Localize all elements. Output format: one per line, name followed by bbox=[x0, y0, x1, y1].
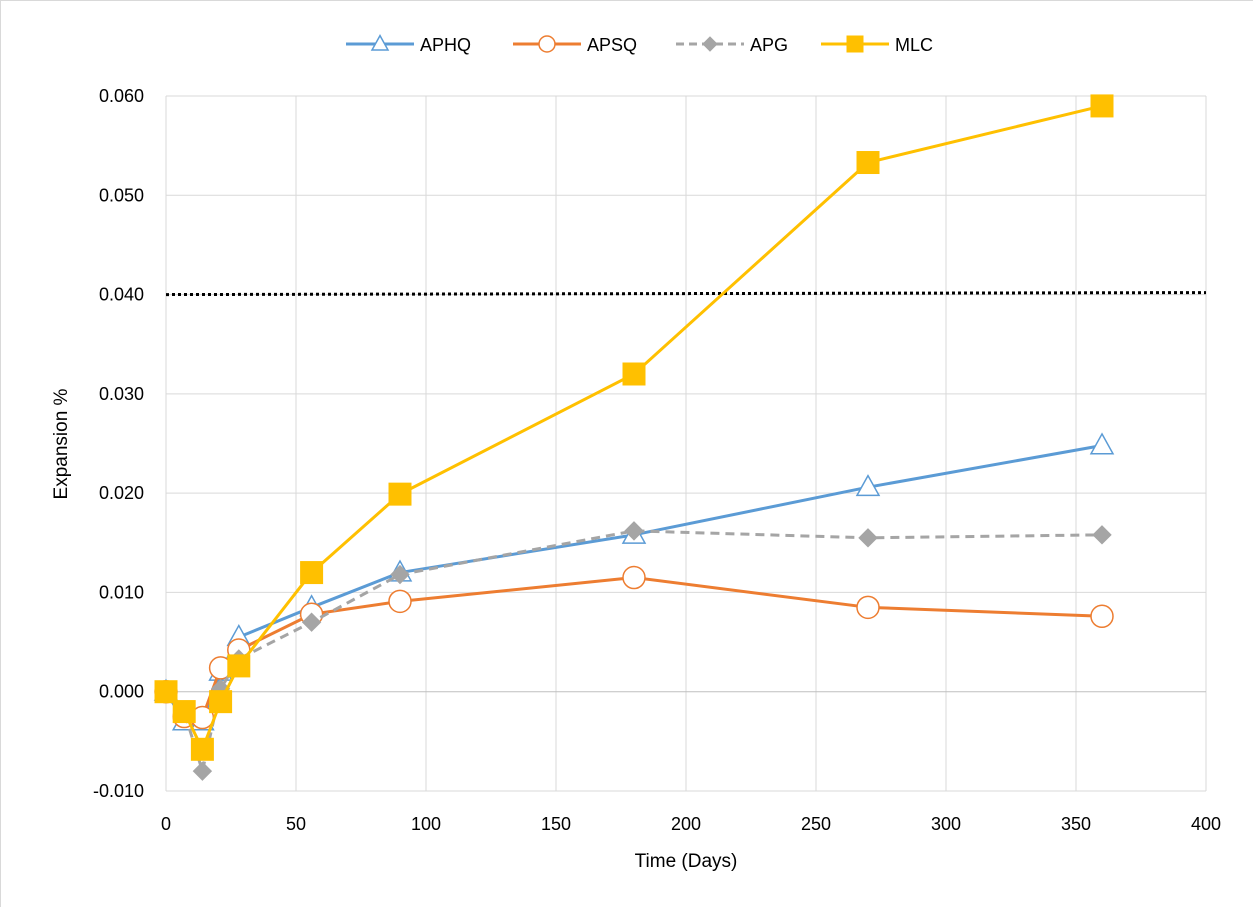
y-tick-label: 0.060 bbox=[99, 86, 144, 106]
legend-label: APHQ bbox=[420, 35, 471, 55]
data-point bbox=[858, 528, 878, 548]
reference-line-layer bbox=[165, 291, 1207, 297]
legend-marker-icon bbox=[538, 35, 556, 53]
data-point bbox=[622, 362, 646, 386]
y-tick-label: 0.020 bbox=[99, 483, 144, 503]
legend-item-apsq: APSQ bbox=[513, 35, 637, 55]
data-point bbox=[192, 761, 213, 781]
axes: 0 50 100 150 200 250 300 350 400 -0.010 0.000 0.010… bbox=[93, 86, 1221, 834]
y-tick-label: 0.000 bbox=[99, 682, 144, 702]
data-point bbox=[856, 595, 880, 620]
data-point bbox=[390, 564, 410, 585]
data-point bbox=[624, 521, 644, 541]
data-point bbox=[388, 482, 412, 506]
series-mlc bbox=[154, 94, 1114, 761]
y-tick-label: 0.030 bbox=[99, 384, 144, 404]
legend: APHQ APSQ APG MLC bbox=[346, 34, 933, 55]
y-tick-label: -0.010 bbox=[93, 781, 144, 801]
legend-item-aphq: APHQ bbox=[346, 34, 471, 55]
data-point bbox=[301, 612, 322, 632]
legend-item-mlc: MLC bbox=[821, 35, 933, 55]
data-point bbox=[1090, 604, 1114, 629]
legend-item-apg: APG bbox=[676, 35, 788, 55]
x-tick-label: 250 bbox=[801, 814, 831, 834]
data-point bbox=[209, 690, 233, 714]
legend-marker-icon bbox=[846, 35, 864, 53]
legend-label: APG bbox=[750, 35, 788, 55]
data-point bbox=[855, 474, 881, 497]
legend-marker-icon bbox=[370, 34, 390, 51]
series-layer bbox=[153, 94, 1115, 781]
data-point bbox=[227, 654, 251, 678]
y-tick-label: 0.040 bbox=[99, 285, 144, 305]
x-tick-label: 150 bbox=[541, 814, 571, 834]
reference-line bbox=[165, 291, 1207, 297]
data-point bbox=[1090, 94, 1114, 118]
x-tick-label: 350 bbox=[1061, 814, 1091, 834]
legend-label: APSQ bbox=[587, 35, 637, 55]
series-line-mlc bbox=[164, 104, 1103, 751]
x-axis-title: Time (Days) bbox=[635, 851, 738, 872]
x-tick-label: 0 bbox=[161, 814, 171, 834]
x-tick-label: 50 bbox=[286, 814, 306, 834]
data-point bbox=[856, 151, 880, 175]
data-point bbox=[1092, 525, 1112, 545]
series-line-apsq bbox=[164, 576, 1103, 720]
x-tick-label: 200 bbox=[671, 814, 701, 834]
data-point bbox=[190, 737, 214, 761]
x-tick-label: 100 bbox=[411, 814, 441, 834]
x-tick-label: 400 bbox=[1191, 814, 1221, 834]
legend-label: MLC bbox=[895, 35, 933, 55]
data-point bbox=[300, 561, 324, 585]
y-axis-title: Expansion % bbox=[51, 388, 72, 499]
data-point bbox=[388, 589, 412, 614]
data-point bbox=[622, 565, 646, 590]
data-point bbox=[1089, 432, 1115, 455]
data-point bbox=[172, 700, 196, 724]
y-tick-label: 0.050 bbox=[99, 185, 144, 205]
y-tick-label: 0.010 bbox=[99, 582, 144, 602]
series-apg bbox=[156, 521, 1112, 781]
gridlines bbox=[166, 95, 1207, 792]
legend-marker-icon bbox=[702, 36, 718, 52]
data-point bbox=[154, 680, 178, 704]
x-tick-label: 300 bbox=[931, 814, 961, 834]
